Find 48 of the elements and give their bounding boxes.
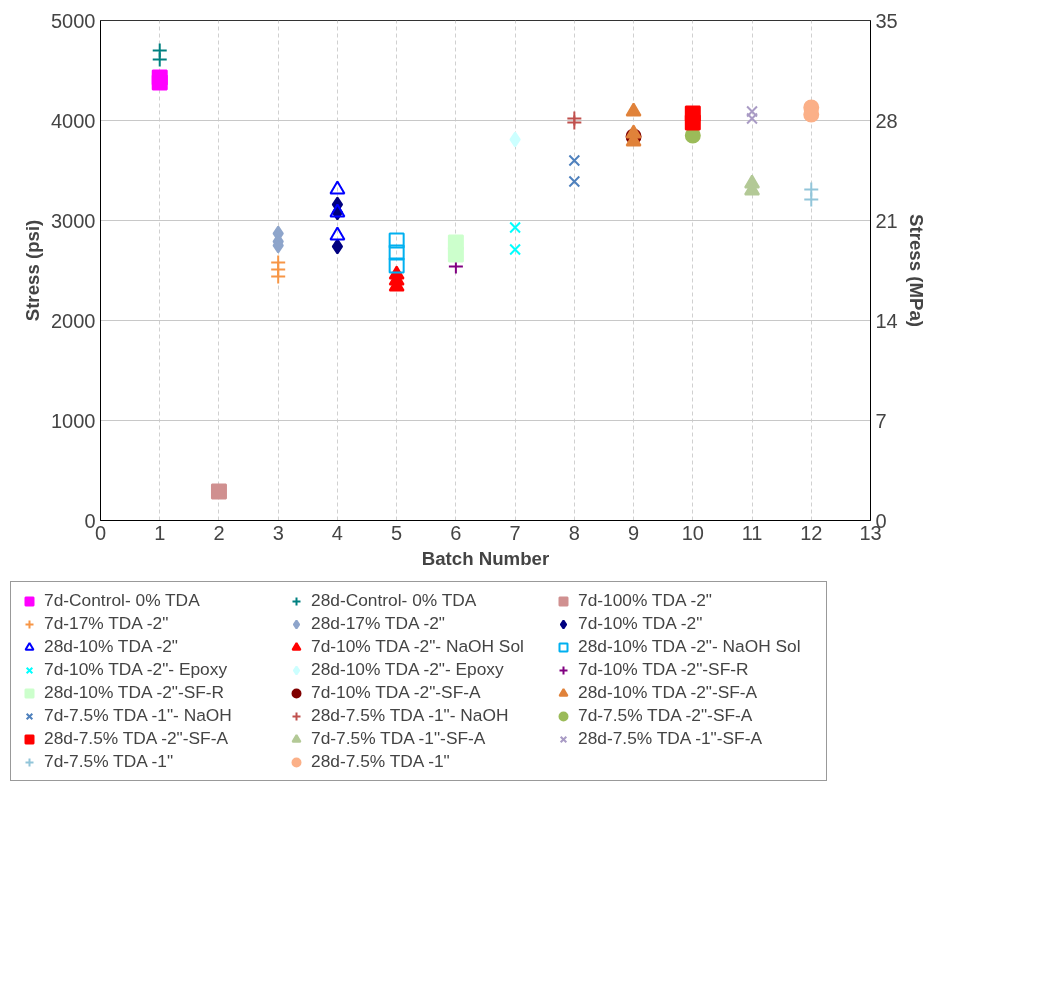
x-tick-label: 1 [154,521,166,544]
legend-label: 28d-7.5% TDA -1" [311,751,451,772]
x-tick-label: 10 [681,521,704,544]
legend-label: 28d-7.5% TDA -1"- NaOH [311,705,510,726]
y2-tick-label: 7 [875,409,887,432]
legend-label: 28d-10% TDA -2"- NaOH Sol [578,636,802,657]
legend-label: 7d-10% TDA -2"- NaOH Sol [311,636,525,657]
x-tick-label: 2 [213,521,225,544]
legend-label: 7d-Control- 0% TDA [44,590,201,611]
legend-label: 28d-7.5% TDA -2"-SF-A [44,728,229,749]
x-tick-label: 7 [509,521,521,544]
y2-tick-label: 21 [875,209,898,232]
y2-tick-label: 28 [875,109,898,132]
legend-label: 28d-10% TDA -2"- Epoxy [311,659,505,680]
x-tick-label: 3 [272,521,284,544]
y-tick-label: 4000 [51,109,96,132]
y2-axis-title: Stress (MPa) [905,213,927,328]
x-tick-label: 9 [628,521,640,544]
legend-label: 28d-10% TDA -2"-SF-R [44,682,226,703]
x-tick-label: 12 [800,521,823,544]
x-tick-label: 6 [450,521,462,544]
x-tick-label: 5 [391,521,403,544]
y2-tick-label: 35 [875,9,898,32]
legend-label: 7d-7.5% TDA -2"-SF-A [578,705,754,726]
y-tick-label: 5000 [51,9,96,32]
legend-label: 28d-7.5% TDA -1"-SF-A [578,728,763,749]
legend-label: 7d-10% TDA -2"-SF-R [578,659,750,680]
x-tick-label: 4 [331,521,343,544]
legend-label: 28d-Control- 0% TDA [311,590,478,611]
legend-label: 7d-10% TDA -2"-SF-A [311,682,482,703]
legend-label: 7d-10% TDA -2" [578,613,704,634]
y2-tick-label: 14 [875,309,898,332]
y-tick-label: 2000 [51,309,96,332]
legend-label: 28d-10% TDA -2"-SF-A [578,682,759,703]
x-tick-label: 11 [741,521,763,544]
legend-label: 7d-7.5% TDA -1"-SF-A [311,728,487,749]
y-tick-label: 1000 [51,409,96,432]
legend-label: 7d-10% TDA -2"- Epoxy [44,659,229,680]
x-axis-title: Batch Number [421,547,550,569]
y-axis-title: Stress (psi) [22,219,44,322]
legend-label: 7d-100% TDA -2" [578,590,713,611]
legend-label: 7d-7.5% TDA -1" [44,751,175,772]
legend-label: 28d-10% TDA -2" [44,636,179,657]
legend-label: 7d-7.5% TDA -1"- NaOH [44,705,233,726]
y-tick-label: 3000 [51,209,96,232]
legend-label: 28d-17% TDA -2" [311,613,446,634]
legend-label: 7d-17% TDA -2" [44,613,170,634]
x-tick-label: 8 [568,521,580,544]
